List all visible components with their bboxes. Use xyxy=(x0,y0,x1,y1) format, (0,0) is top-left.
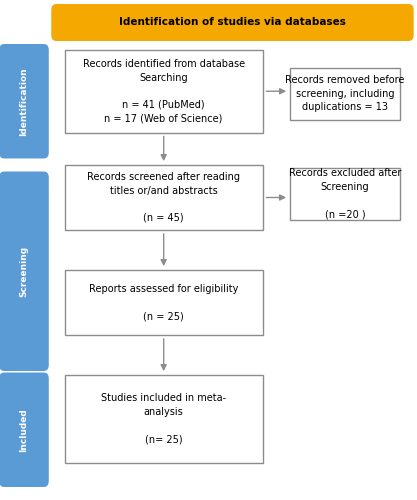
Text: Records removed before
screening, including
duplications = 13: Records removed before screening, includ… xyxy=(285,75,405,112)
Text: Included: Included xyxy=(20,408,28,452)
Text: Identification: Identification xyxy=(20,67,28,136)
Text: Records screened after reading
titles or/and abstracts

(n = 45): Records screened after reading titles or… xyxy=(87,172,240,223)
FancyBboxPatch shape xyxy=(51,4,414,41)
FancyBboxPatch shape xyxy=(65,270,263,335)
FancyBboxPatch shape xyxy=(65,50,263,132)
Text: Screening: Screening xyxy=(20,246,28,297)
Text: Records excluded after
Screening

(n =20 ): Records excluded after Screening (n =20 … xyxy=(289,168,401,219)
FancyBboxPatch shape xyxy=(65,375,263,462)
FancyBboxPatch shape xyxy=(290,68,400,120)
Text: Reports assessed for eligibility

(n = 25): Reports assessed for eligibility (n = 25… xyxy=(89,284,239,321)
Text: Studies included in meta-
analysis

(n= 25): Studies included in meta- analysis (n= 2… xyxy=(101,394,226,444)
FancyBboxPatch shape xyxy=(0,372,49,487)
Text: Records identified from database
Searching

n = 41 (PubMed)
n = 17 (Web of Scien: Records identified from database Searchi… xyxy=(83,59,245,124)
FancyBboxPatch shape xyxy=(0,172,49,371)
Text: Identification of studies via databases: Identification of studies via databases xyxy=(119,18,346,28)
FancyBboxPatch shape xyxy=(290,168,400,220)
FancyBboxPatch shape xyxy=(65,165,263,230)
FancyBboxPatch shape xyxy=(0,44,49,158)
